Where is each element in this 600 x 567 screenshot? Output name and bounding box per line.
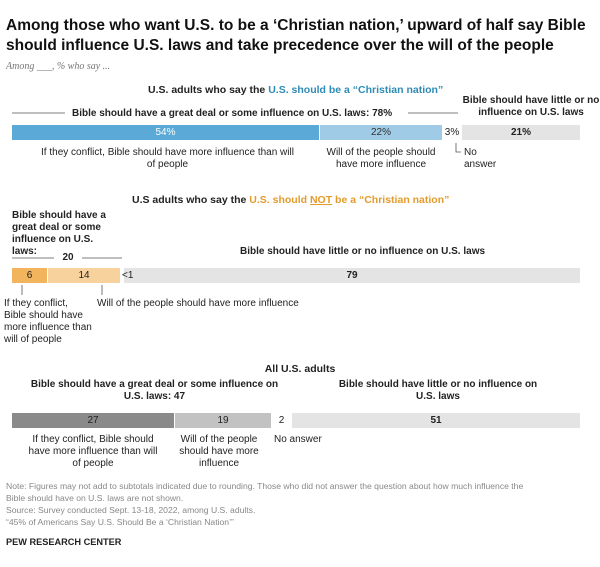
group1-subtotal-label: Bible should have a great deal or some i… [72, 108, 393, 119]
report-title: “45% of Americans Say U.S. Should Be a ‘… [6, 517, 234, 527]
g3-seg1-value: 27 [87, 415, 99, 426]
group3-subtotal-label: Bible should have a great deal or some i… [30, 379, 279, 402]
g3-seg4-value: 51 [430, 415, 442, 426]
g1-seg2-value: 22% [370, 127, 391, 138]
g2-seg1-desc: If they conflict, Bible should have more… [4, 298, 92, 345]
g2-seg2-desc: Will of the people should have more infl… [97, 298, 299, 309]
group2-right-header: Bible should have little or no influence… [240, 246, 486, 257]
bar-g1-seg3 [443, 125, 461, 140]
group2-subtotal-value: 20 [62, 252, 74, 263]
chart-title: Among those who want U.S. to be a ‘Chris… [6, 17, 586, 54]
bar-g3-seg4 [292, 413, 580, 428]
bar-g3-seg2 [175, 413, 271, 428]
g2-seg4-value: 79 [346, 270, 358, 281]
g2-seg1-value: 6 [26, 270, 33, 281]
group3-right-header: Bible should have little or no influence… [338, 379, 538, 402]
group1-right-header: Bible should have little or no influence… [462, 95, 600, 118]
group1-title: U.S. adults who say the U.S. should be a… [148, 84, 444, 96]
bar-g2-seg1 [12, 268, 47, 283]
g3-seg3-value: 2 [278, 415, 285, 426]
note-line-2: Bible should have on U.S. laws are not s… [6, 493, 184, 503]
g3-seg3-desc: No answer [274, 434, 322, 445]
g3-seg2-value: 19 [217, 415, 229, 426]
g3-seg1-desc: If they conflict, Bible should have more… [28, 434, 158, 469]
note-line-1: Note: Figures may not add to subtotals i… [6, 481, 524, 491]
g1-seg1-value: 54% [155, 127, 176, 138]
bar-g1-seg4 [462, 125, 580, 140]
g2-seg3-value: <1 [122, 270, 134, 281]
g1-seg2-desc: Will of the people should have more infl… [326, 147, 436, 170]
source-line: Source: Survey conducted Sept. 13-18, 20… [6, 505, 256, 515]
g3-seg2-desc: Will of the people should have more infl… [179, 434, 259, 469]
g1-seg3-value: 3% [444, 127, 460, 138]
g1-seg1-desc: If they conflict, Bible should have more… [41, 147, 294, 170]
group2-subtotal-label: Bible should have a great deal or some i… [12, 210, 106, 257]
noanswer-g1-tick [455, 143, 461, 153]
bar-g3-seg1 [12, 413, 174, 428]
g1-seg4-value: 21% [510, 127, 531, 138]
bar-g2-seg2 [48, 268, 120, 283]
pew-logo-text: PEW RESEARCH CENTER [6, 537, 122, 547]
chart-subtitle: Among ___, % who say ... [6, 61, 111, 72]
bar-g1-seg2 [320, 125, 442, 140]
bar-g2-seg4 [124, 268, 580, 283]
group2-title: U.S adults who say the U.S. should NOT b… [132, 194, 450, 206]
g1-seg3-desc: No answer [464, 147, 497, 170]
bar-g1-seg1 [12, 125, 319, 140]
group3-title: All U.S. adults [264, 363, 336, 375]
g2-seg2-value: 14 [78, 270, 90, 281]
